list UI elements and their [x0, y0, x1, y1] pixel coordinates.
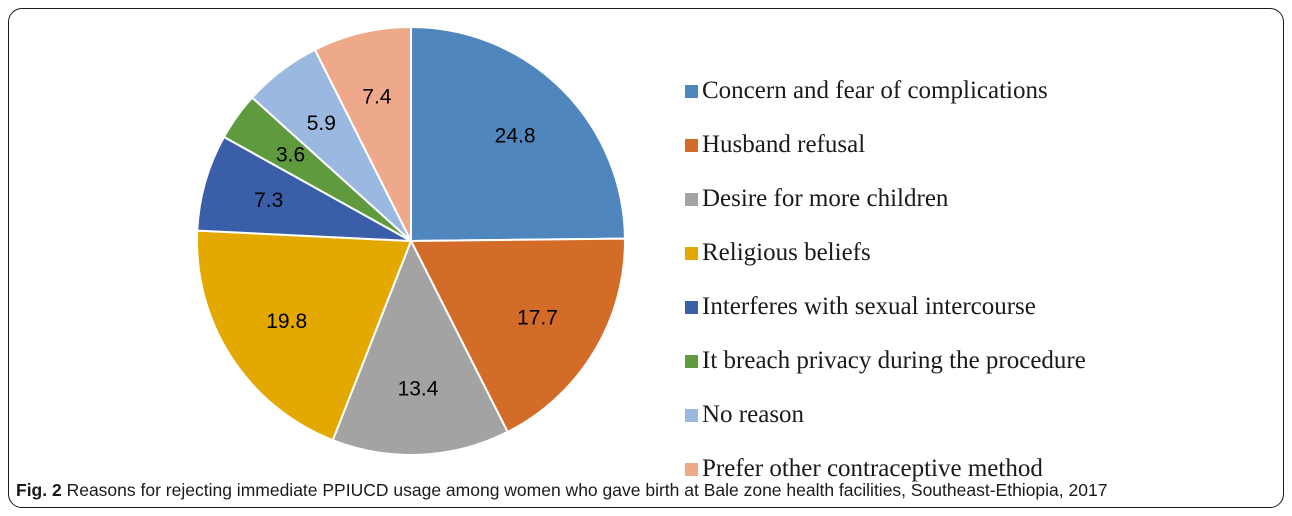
data-label-no-reason: 5.9 [307, 112, 336, 135]
figure-caption: Fig. 2 Reasons for rejecting immediate P… [16, 480, 1276, 501]
data-label-interferes-with-sexual-intercourse: 7.3 [254, 189, 283, 212]
pie-slice-interferes-with-sexual-intercourse [196, 135, 412, 242]
pie-slice-husband-refusal [409, 237, 626, 434]
legend-item-prefer-other-contraceptive-method: Prefer other contraceptive method [685, 442, 1086, 496]
legend-item-desire-for-more-children: Desire for more children [685, 172, 1086, 226]
legend-item-interferes-with-sexual-intercourse: Interferes with sexual intercourse [685, 280, 1086, 334]
data-label-husband-refusal: 17.7 [517, 306, 558, 329]
legend-swatch [685, 300, 698, 314]
pie-slice-prefer-other-contraceptive-method [313, 25, 412, 242]
legend-swatch [685, 246, 698, 260]
legend-swatch [685, 354, 698, 368]
legend-swatch [685, 84, 698, 98]
legend-label: Interferes with sexual intercourse [702, 293, 1036, 320]
legend-label: Husband refusal [702, 131, 866, 158]
legend-label: Religious beliefs [702, 239, 871, 266]
legend-item-husband-refusal: Husband refusal [685, 118, 1086, 172]
legend-swatch [685, 462, 698, 476]
legend-label: No reason [702, 401, 805, 428]
legend-item-it-breach-privacy-during-the-procedure: It breach privacy during the procedure [685, 334, 1086, 388]
pie-data-labels: 24.8 17.7 13.4 19.8 7.3 3.65.9 7.4 [254, 86, 558, 401]
legend-label: Desire for more children [702, 185, 949, 212]
data-label-prefer-other-contraceptive-method: 7.4 [362, 86, 392, 109]
legend-label: Concern and fear of complications [702, 77, 1048, 104]
data-label-desire-for-more-children: 13.4 [398, 377, 439, 400]
caption-text: Reasons for rejecting immediate PPIUCD u… [66, 480, 1108, 500]
chart-legend: Concern and fear of complications Husband… [685, 64, 1086, 496]
legend-label: It breach privacy during the procedure [702, 347, 1086, 374]
pie-slice-desire-for-more-children [331, 238, 509, 456]
legend-item-concern-and-fear-of-complications: Concern and fear of complications [685, 64, 1086, 118]
data-label-religious-beliefs: 19.8 [266, 310, 307, 333]
legend-label: Prefer other contraceptive method [702, 455, 1043, 482]
pie-slices [196, 25, 627, 456]
data-label-it-breach-privacy-during-the-procedure: 3.6 [276, 143, 305, 166]
caption-label: Fig. 2 [16, 480, 62, 500]
legend-item-religious-beliefs: Religious beliefs [685, 226, 1086, 280]
legend-swatch [685, 138, 698, 152]
legend-swatch [685, 192, 698, 206]
data-label-concern-and-fear-of-complications: 24.8 [495, 124, 536, 147]
pie-slice-religious-beliefs [196, 229, 413, 442]
legend-item-no-reason: No reason [685, 388, 1086, 442]
legend-swatch [685, 408, 698, 422]
pie-slice-concern-and-fear-of-complications [410, 25, 627, 243]
